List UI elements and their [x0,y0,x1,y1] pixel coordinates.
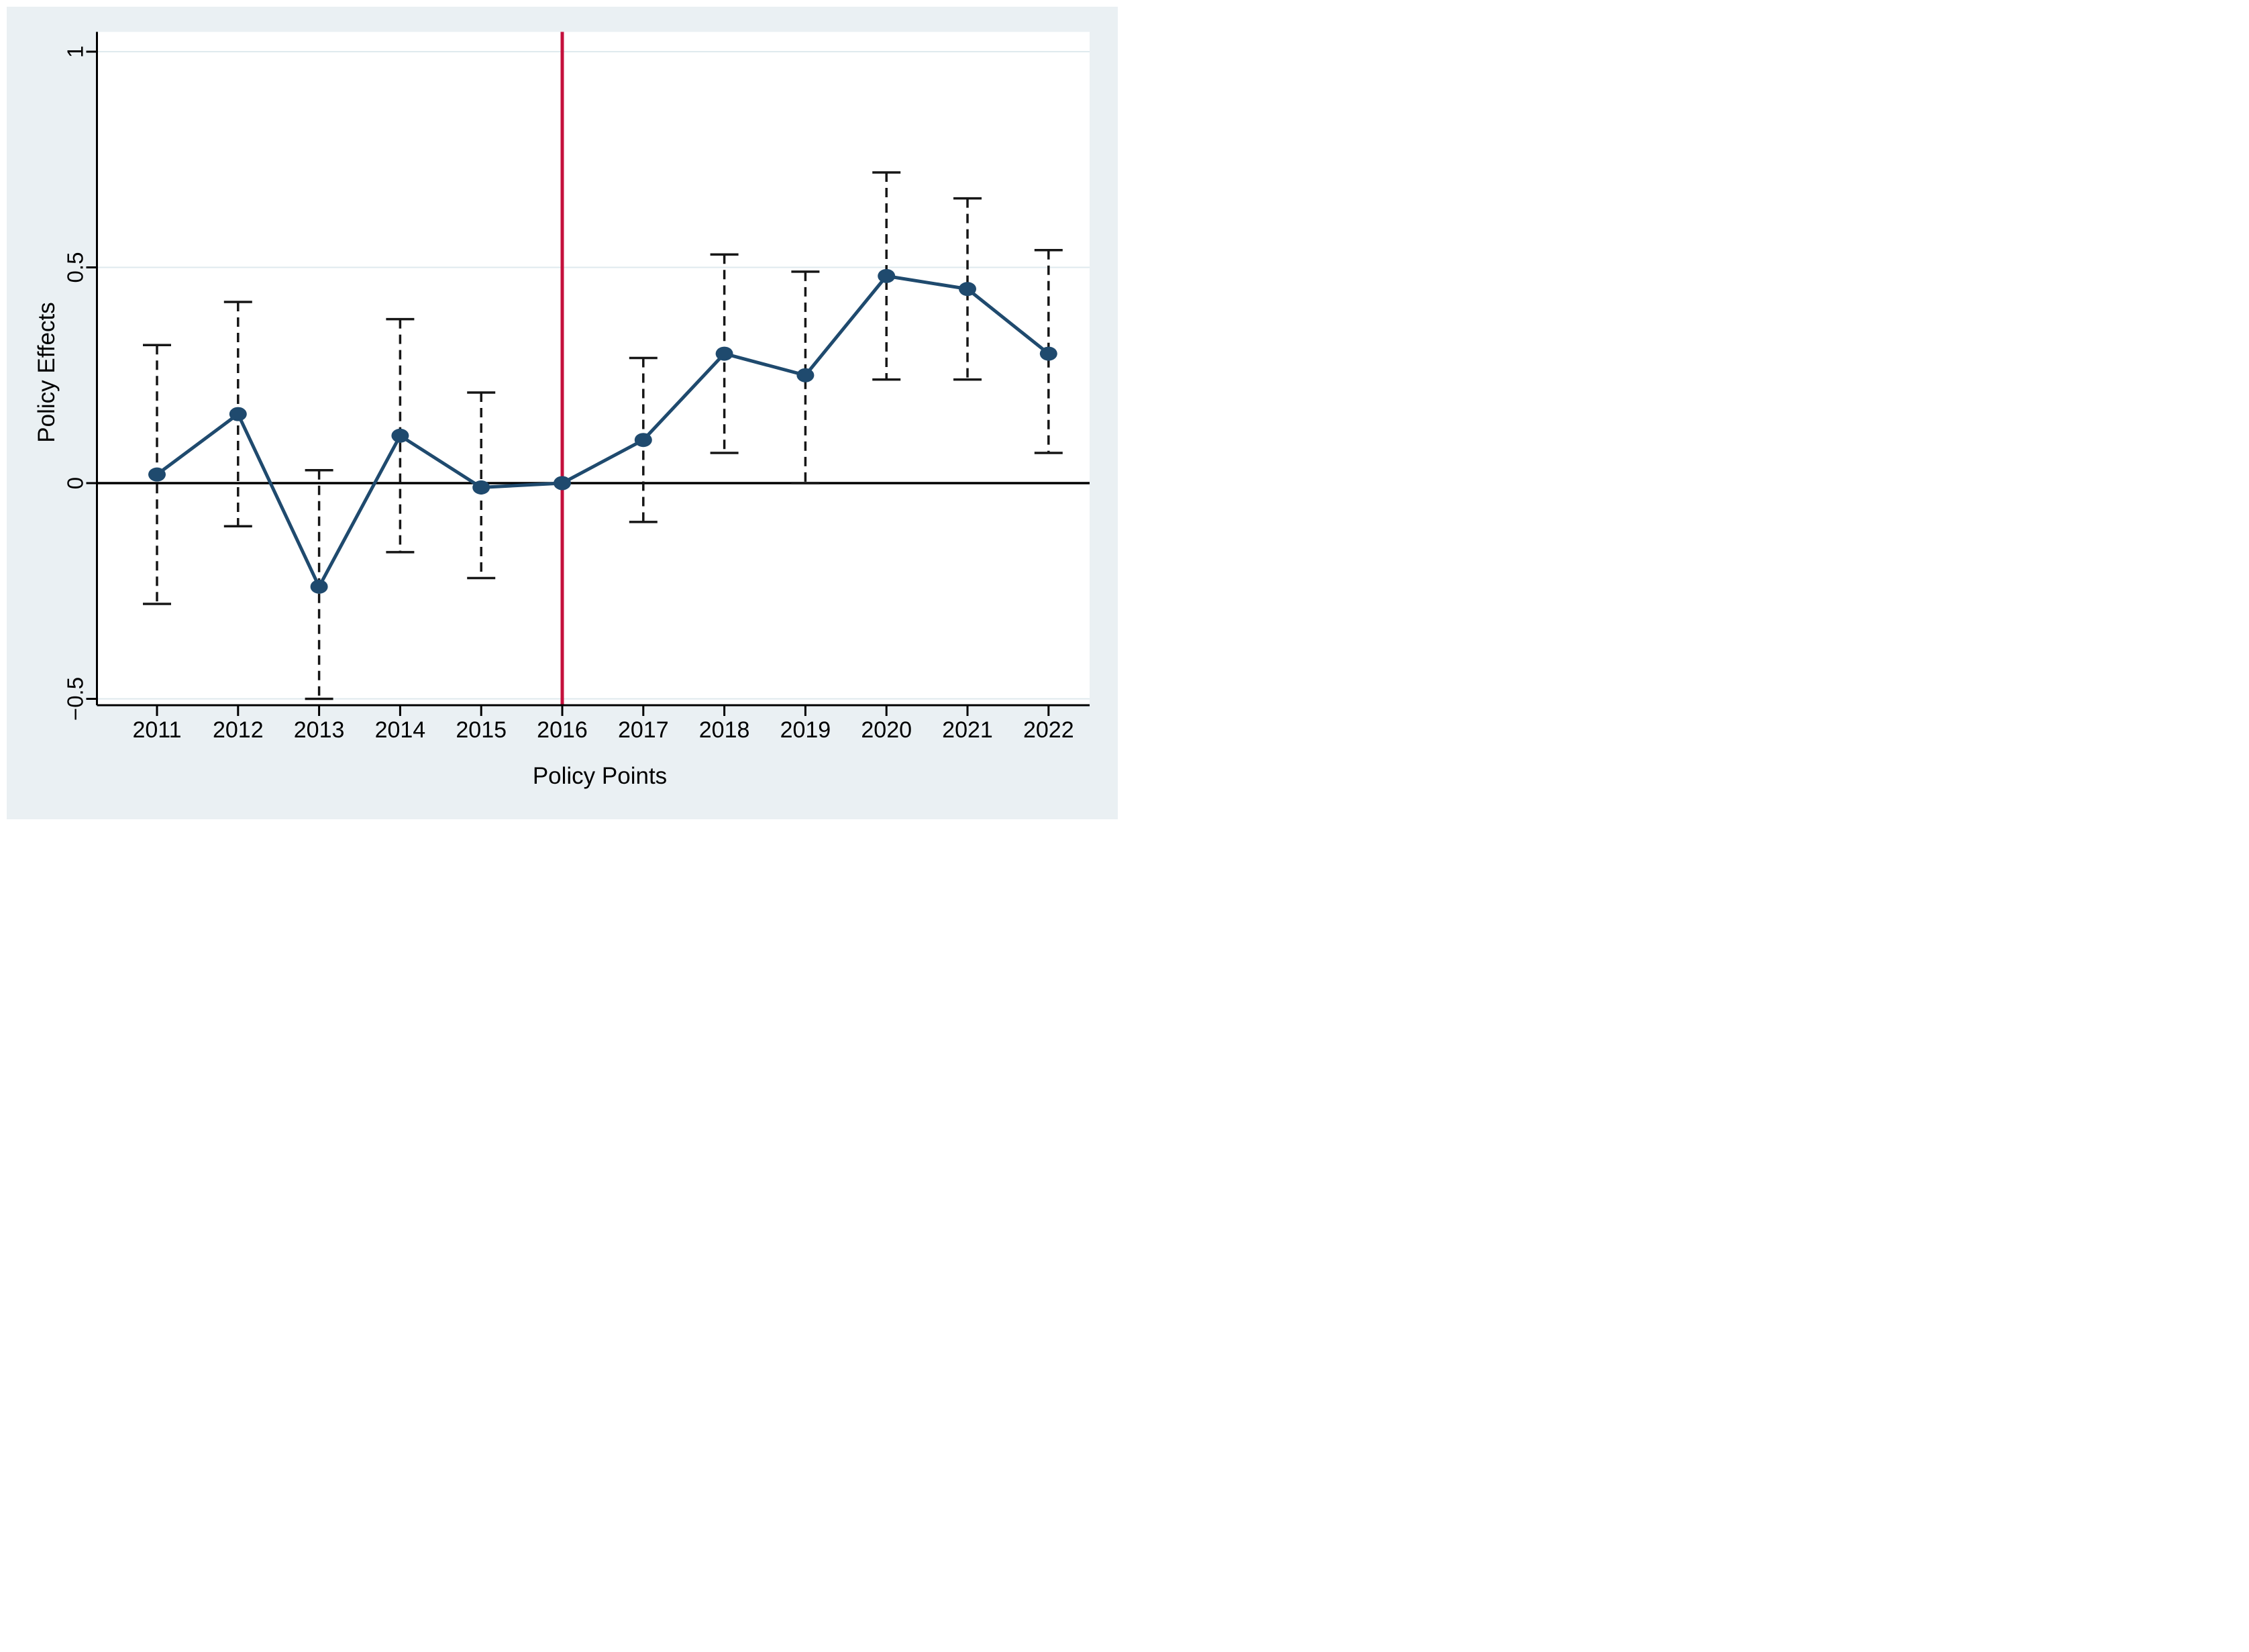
data-point-2020 [878,268,896,283]
y-axis-title: Policy Effects [34,302,60,443]
figure-background: −0.5 0 0.5 1 2011 2012 2013 2014 2015 2016 2017 201… [7,7,1118,819]
x-tick-label-2018: 2018 [699,717,750,743]
x-tick-label-2011: 2011 [132,717,181,743]
data-point-2012 [229,407,247,421]
series-line [156,274,1050,590]
x-tick-label-2016: 2016 [537,717,588,743]
x-tick-label-2019: 2019 [780,717,831,743]
data-point-2018 [715,346,733,361]
x-tick-label-2021: 2021 [942,717,993,743]
y-tick-label: −0.5 [63,677,88,721]
x-axis-title: Policy Points [532,763,668,789]
data-point-2017 [634,433,652,448]
data-point-2016 [554,476,571,491]
x-tick-label-2015: 2015 [456,717,507,743]
x-tick-label-2022: 2022 [1023,717,1074,743]
y-tick-label: 1 [63,46,88,58]
data-point-2019 [796,368,815,382]
x-tick-label-2013: 2013 [294,717,345,743]
y-tick-label: 0 [63,477,88,489]
data-point-2021 [959,282,976,297]
data-point-2014 [391,428,409,443]
y-tick-label: 0.5 [63,252,88,283]
data-point-2013 [310,579,328,594]
x-tick-label-2020: 2020 [861,717,912,743]
policy-effects-chart: −0.5 0 0.5 1 2011 2012 2013 2014 2015 2016 2017 201… [63,32,1090,743]
data-point-2022 [1039,346,1057,361]
x-tick-label-2014: 2014 [375,717,426,743]
plot-area [97,32,1090,705]
x-tick-label-2017: 2017 [618,717,669,743]
data-point-2015 [472,480,490,495]
data-point-2011 [148,467,166,482]
x-tick-label-2012: 2012 [213,717,264,743]
